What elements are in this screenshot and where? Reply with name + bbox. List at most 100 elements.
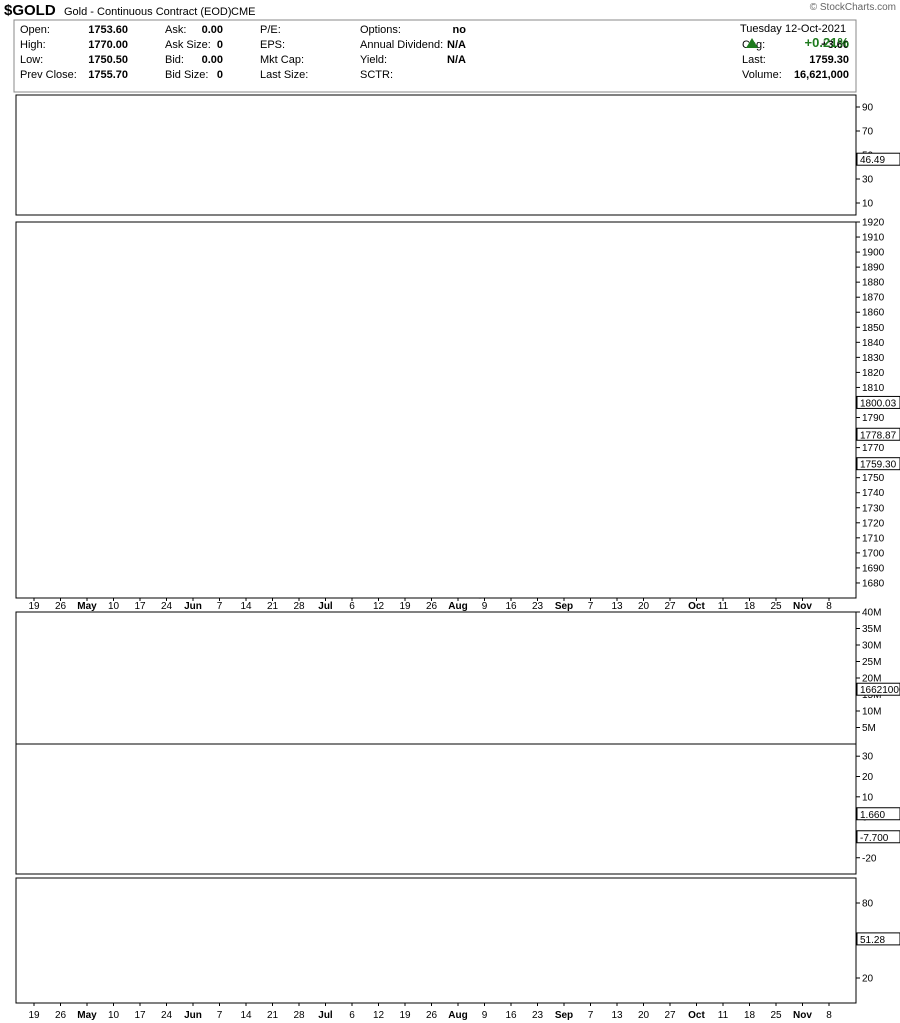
change-percent: +0.21% [805, 35, 850, 50]
macd-last-label-box [856, 830, 900, 844]
y-tick-label: 1770 [862, 443, 885, 454]
x-tick-label: Aug [448, 601, 467, 612]
x-tick-label: 9 [482, 601, 488, 612]
contract-name: Gold - Continuous Contract (EOD) [64, 6, 232, 18]
price-frame [15, 221, 857, 599]
mfi-last-label: 51.28 [860, 935, 885, 946]
field-value: 1770.00 [88, 39, 128, 51]
macd-last-label: -7.700 [860, 833, 889, 844]
exchange-label: CME [231, 6, 255, 18]
y-tick-label: 35M [862, 624, 881, 635]
y-tick-label: 25M [862, 657, 881, 668]
x-tick-label: 27 [664, 1010, 676, 1021]
macd-frame [15, 743, 857, 875]
y-tick-label: 20 [862, 974, 874, 985]
field-value: 0 [217, 39, 223, 51]
y-tick-label: 1730 [862, 503, 885, 514]
x-tick-label: Nov [793, 1010, 812, 1021]
y-tick-label: 90 [862, 103, 874, 114]
x-tick-label: 19 [28, 1010, 40, 1021]
x-tick-label: 19 [399, 601, 411, 612]
x-tick-label: Jun [184, 601, 202, 612]
x-tick-label: 26 [55, 601, 67, 612]
field-label: P/E: [260, 24, 281, 36]
x-tick-label: 16 [505, 1010, 517, 1021]
x-tick-label: 14 [240, 1010, 252, 1021]
y-tick-label: 1920 [862, 218, 885, 229]
field-label: Prev Close: [20, 69, 77, 81]
x-tick-label: 12 [373, 601, 385, 612]
mfi-frame [15, 877, 857, 1004]
x-tick-label: 6 [349, 601, 355, 612]
x-tick-label: 11 [718, 601, 729, 612]
x-tick-label: 21 [267, 1010, 279, 1021]
y-tick-label: 20 [862, 772, 874, 783]
y-tick-label: 10 [862, 792, 874, 803]
x-tick-label: 9 [482, 1010, 488, 1021]
y-tick-label: -20 [862, 853, 877, 864]
y-tick-label: 1690 [862, 563, 885, 574]
x-tick-label: 12 [373, 1010, 385, 1021]
y-tick-label: 1850 [862, 323, 885, 334]
x-tick-label: Sep [555, 601, 573, 612]
x-tick-label: May [77, 1010, 97, 1021]
x-tick-label: Nov [793, 601, 812, 612]
y-tick-label: 1810 [862, 383, 885, 394]
macd-hist-last-label: 1.660 [860, 810, 885, 821]
price-last-label: 1778.87 [860, 430, 897, 441]
up-triangle-icon [746, 38, 758, 48]
price-last-label-box [856, 427, 900, 441]
field-value: 1755.70 [88, 69, 128, 81]
y-tick-label: 1860 [862, 308, 885, 319]
header-box [13, 19, 857, 93]
x-tick-label: 16 [505, 601, 517, 612]
y-tick-label: 40M [862, 608, 881, 619]
field-value: N/A [447, 54, 466, 66]
x-tick-label: Aug [448, 1010, 467, 1021]
x-tick-label: 20 [638, 601, 650, 612]
date-label: 12-Oct-2021 [785, 23, 846, 35]
y-tick-label: 1890 [862, 263, 885, 274]
x-tick-label: 8 [826, 1010, 832, 1021]
volume-frame [15, 611, 857, 745]
macd-hist-last-label-box [856, 807, 900, 821]
field-label: EPS: [260, 39, 285, 51]
y-tick-label: 10 [862, 199, 874, 210]
field-label: Low: [20, 54, 43, 66]
x-tick-label: 18 [744, 1010, 756, 1021]
price-last-label-box [856, 457, 900, 471]
x-tick-label: Oct [688, 1010, 705, 1021]
x-tick-label: Oct [688, 601, 705, 612]
field-value: 0 [217, 69, 223, 81]
x-tick-label: 23 [532, 601, 544, 612]
quote-value: 1759.30 [809, 54, 849, 66]
x-tick-label: 7 [217, 601, 223, 612]
x-tick-label: 13 [611, 1010, 623, 1021]
x-tick-label: 25 [770, 601, 782, 612]
x-tick-label: 19 [399, 1010, 411, 1021]
y-tick-label: 1840 [862, 338, 885, 349]
x-tick-label: Jun [184, 1010, 202, 1021]
quote-value: +3.60 [821, 39, 849, 51]
x-tick-label: May [77, 601, 97, 612]
y-tick-label: 80 [862, 899, 874, 910]
y-tick-label: 30M [862, 641, 881, 652]
y-tick-label: 1750 [862, 473, 885, 484]
x-tick-label: 18 [744, 601, 756, 612]
x-tick-label: 20 [638, 1010, 650, 1021]
x-tick-label: 11 [718, 1010, 729, 1021]
field-label: Mkt Cap: [260, 54, 304, 66]
x-tick-label: 26 [55, 1010, 67, 1021]
symbol-title: $GOLD [4, 2, 56, 19]
x-tick-label: 19 [28, 601, 40, 612]
quote-label: Last: [742, 54, 766, 66]
y-tick-label: 70 [862, 127, 874, 138]
rsi-last-label-box [856, 152, 900, 166]
y-tick-label: 1820 [862, 368, 885, 379]
x-tick-label: 14 [240, 601, 252, 612]
field-label: Yield: [360, 54, 387, 66]
field-label: Open: [20, 24, 50, 36]
y-tick-label: 1680 [862, 578, 885, 589]
x-tick-label: 6 [349, 1010, 355, 1021]
x-tick-label: 17 [134, 601, 146, 612]
